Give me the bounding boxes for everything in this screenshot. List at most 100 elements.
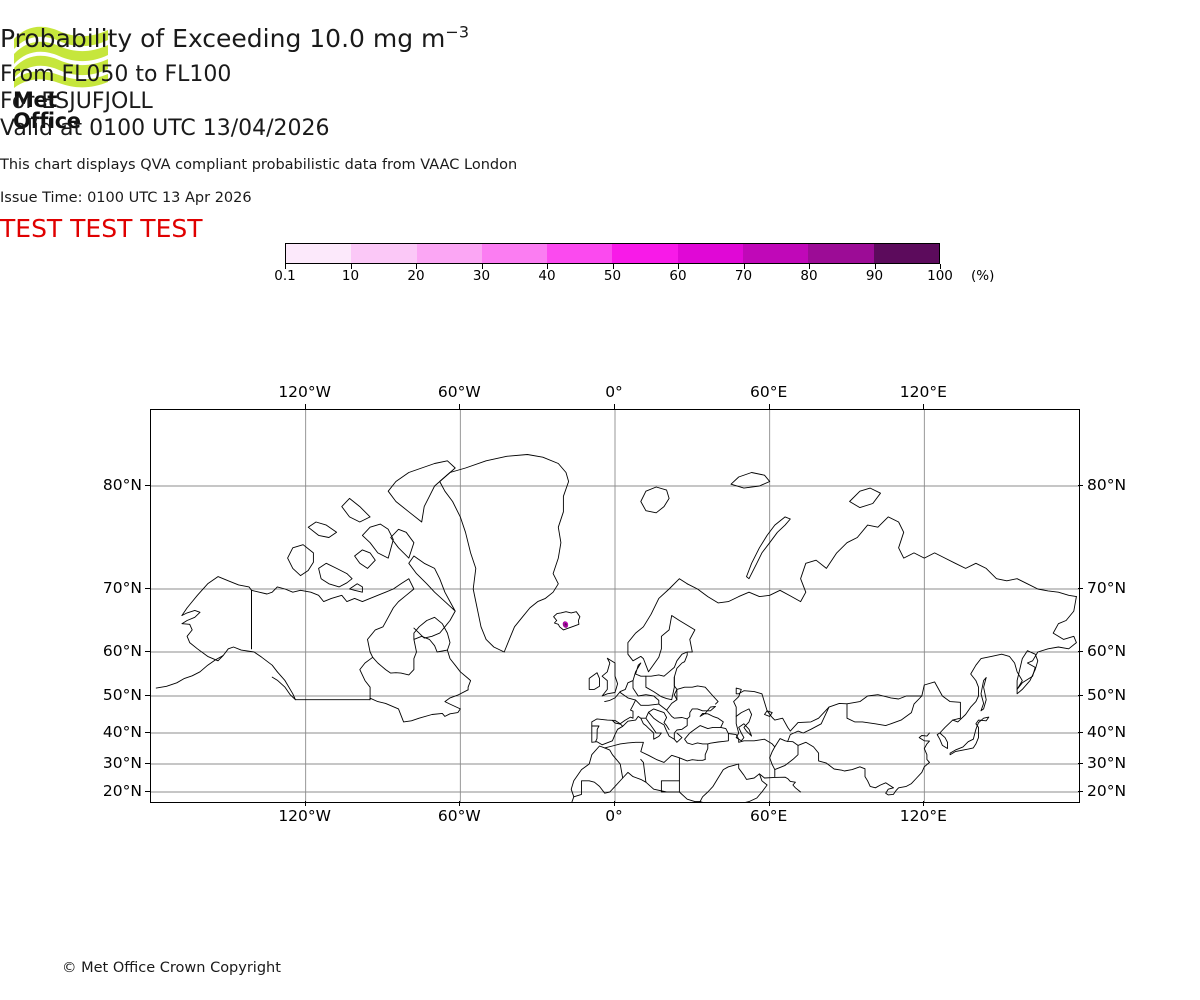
chart-title-text: Probability of Exceeding 10.0 mg m [0, 24, 446, 53]
coastline-path [746, 516, 791, 580]
colorbar-tick-label: 10 [341, 268, 360, 284]
map-svg [151, 410, 1079, 802]
lat-tickmark [145, 791, 150, 792]
colorbar-tickmark [743, 264, 745, 269]
coastline-path [155, 655, 224, 689]
lat-axis-label-left: 60°N [102, 642, 142, 660]
map-gridlines [151, 410, 1079, 802]
coastline-path [949, 716, 990, 756]
colorbar-gradient [285, 243, 940, 264]
coastline-path [294, 689, 469, 723]
lat-tickmark [1078, 791, 1083, 792]
coastline-path [735, 708, 753, 742]
coastline-path [648, 708, 670, 731]
lat-axis-label-right: 40°N [1087, 723, 1127, 741]
coastline-path [573, 771, 680, 798]
chart-title: Probability of Exceeding 10.0 mg m−3 [0, 24, 1200, 53]
coastline-path [699, 773, 768, 802]
coastline-path [727, 733, 776, 778]
coastline-path [774, 741, 894, 789]
colorbar-tickmark [874, 264, 876, 269]
colorbar-tickmark [612, 264, 614, 269]
coastline-path [341, 497, 371, 523]
coastline-path [640, 758, 647, 783]
colorbar-segment-9 [873, 244, 939, 263]
lat-axis-label-right: 60°N [1087, 642, 1127, 660]
lat-axis-label-right: 20°N [1087, 782, 1127, 800]
coastline-path [640, 486, 670, 514]
lon-axis-label: 60°E [750, 383, 788, 401]
coastline-path [307, 521, 338, 538]
coastline-path [181, 576, 252, 650]
met-office-logo-text: Met Office [13, 88, 81, 133]
coastline-path [181, 609, 278, 673]
lon-tickmark [923, 404, 925, 409]
lon-axis-label: 120°E [899, 383, 947, 401]
colorbar-units-label: (%) [971, 268, 995, 284]
colorbar-tickmark [481, 264, 483, 269]
lat-axis-label-left: 50°N [102, 686, 142, 704]
lat-tickmark [1078, 695, 1083, 696]
lon-axis-label: 60°W [437, 807, 481, 825]
colorbar-ticks: 0.1 10 20 30 40 50 60 70 80 90 100 [274, 264, 953, 286]
colorbar-tick-label: 80 [800, 268, 818, 284]
lat-axis-label-left: 30°N [102, 754, 142, 772]
colorbar-segment-7 [743, 244, 809, 263]
lon-tickmark [768, 801, 770, 806]
coastline-path [408, 555, 456, 612]
volcano-subtitle: For ESJUFJOLL [0, 89, 153, 114]
ash-plume [562, 621, 569, 628]
colorbar-segment-0 [286, 244, 352, 263]
colorbar-tick-label: 30 [472, 268, 491, 284]
flight-level-subtitle: From FL050 to FL100 [0, 62, 232, 87]
colorbar-segment-1 [351, 244, 417, 263]
coastline-path [591, 725, 600, 742]
ash-plume-contour-2 [564, 623, 567, 626]
lon-tickmark [304, 801, 306, 806]
colorbar-tickmark [547, 264, 548, 269]
coastline-path [359, 616, 451, 699]
coastline-path [361, 523, 394, 559]
colorbar-segment-5 [612, 244, 678, 263]
colorbar-tick-label: 70 [734, 268, 753, 284]
coastline-path [787, 681, 961, 742]
colorbar-tickmark [416, 264, 417, 269]
lon-axis-label: 0° [605, 807, 623, 825]
lat-axis-label-right: 30°N [1087, 754, 1127, 772]
coastline-path [553, 611, 581, 631]
lat-axis-label-right: 50°N [1087, 686, 1127, 704]
colorbar-tickmark [940, 264, 941, 269]
coastline-path [591, 718, 624, 746]
coastline-path [764, 710, 773, 717]
colorbar-tick-label: 20 [407, 268, 425, 284]
colorbar-segment-3 [481, 244, 548, 263]
coastline-path [673, 651, 688, 701]
coastline-path [673, 705, 724, 760]
probability-colorbar [285, 243, 940, 264]
coastline-path [588, 672, 600, 690]
colorbar-tick-label: 100 [927, 268, 953, 284]
lat-axis-label-left: 40°N [102, 723, 142, 741]
coastline-path [936, 596, 1077, 749]
lon-tickmark [768, 404, 770, 409]
coastline-path [885, 732, 930, 796]
coastline-path [251, 578, 415, 658]
coastline-path [686, 516, 1077, 604]
coastline-path [766, 706, 830, 732]
lat-axis-label-right: 80°N [1087, 476, 1127, 494]
coastline-path [707, 726, 729, 745]
colorbar-tickmark [285, 264, 286, 269]
copyright-notice: © Met Office Crown Copyright [62, 960, 281, 976]
lat-tickmark [145, 763, 150, 764]
lat-tickmark [145, 588, 150, 589]
colorbar-tick-label: 90 [865, 268, 884, 284]
coastline-path [287, 544, 314, 577]
met-office-wave-icon [14, 26, 108, 88]
valid-time-subtitle: Valid at 0100 UTC 13/04/2026 [0, 116, 330, 141]
coastline-path [645, 675, 675, 701]
lat-tickmark [145, 651, 150, 652]
colorbar-segment-6 [677, 244, 744, 263]
lat-tickmark [145, 485, 150, 486]
lon-axis-label: 60°W [437, 383, 481, 401]
coastline-path [387, 460, 456, 523]
